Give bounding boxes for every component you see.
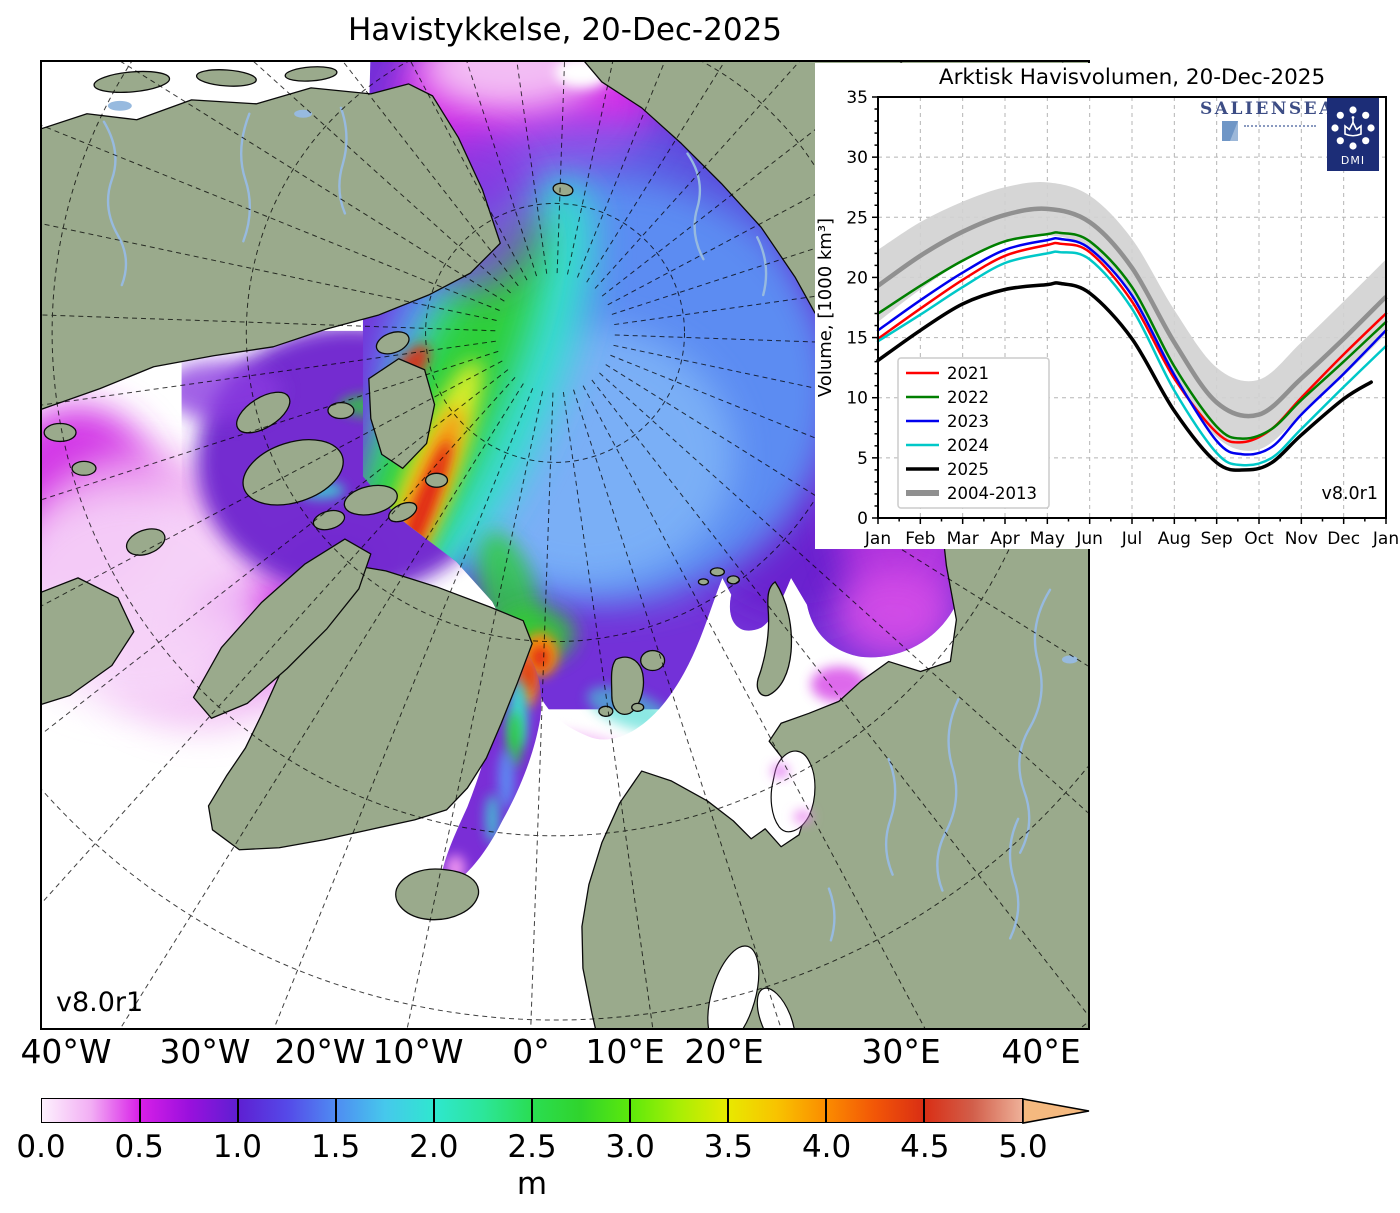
land-baffin-island — [192, 538, 372, 719]
line-2024 — [876, 250, 1388, 467]
colorbar-tick — [825, 1099, 827, 1122]
land-quebec-labrador — [42, 577, 135, 705]
colorbar-tick-label: 5.0 — [998, 1129, 1048, 1165]
x-tick-label: Jul — [1121, 529, 1143, 549]
y-tick-label: 35 — [846, 88, 868, 108]
x-tick-label: Jan — [1372, 529, 1399, 549]
colorbar-tick — [139, 1099, 141, 1122]
colorbar-tick-label: 2.0 — [409, 1129, 459, 1165]
colorbar-tick — [727, 1099, 729, 1122]
line-2004-2013-mean — [876, 206, 1388, 419]
y-tick-label: 25 — [846, 208, 868, 228]
land-southampton-island — [125, 528, 166, 556]
colorbar-tick-label: 4.5 — [900, 1129, 950, 1165]
x-tick-label: Jun — [1075, 529, 1103, 549]
longitude-label: 40°E — [1001, 1032, 1081, 1071]
colorbar-tick-label: 3.0 — [605, 1129, 655, 1165]
x-tick-label: Jan — [864, 529, 891, 549]
longitude-label: 20°E — [684, 1032, 764, 1071]
land-iceland — [395, 868, 480, 921]
longitude-label: 10°W — [372, 1032, 464, 1071]
dmi-crown-icon — [1331, 106, 1375, 150]
colorbar-tick — [237, 1099, 239, 1122]
salienseas-logo: SALIENSEAS — [1200, 99, 1347, 147]
volume-inset-chart: 0 5 10 15 20 25 30 35 Jan Feb Mar Apr May Jun Jul Aug Se… — [815, 63, 1400, 549]
colorbar-tick — [531, 1099, 533, 1122]
colorbar-tick-label: 1.5 — [310, 1129, 361, 1165]
legend-label-2025: 2025 — [947, 460, 989, 479]
line-2023 — [876, 236, 1388, 456]
y-tick-label: 30 — [846, 148, 868, 168]
colorbar-tick-label: 4.0 — [801, 1129, 852, 1165]
colorbar-tick-label: 3.5 — [703, 1129, 754, 1165]
y-axis-label: Volume, [1000 km³] — [815, 218, 836, 397]
colorbar-overflow-arrow — [1022, 1098, 1090, 1124]
longitude-label: 20°W — [274, 1032, 366, 1071]
line-2025 — [876, 281, 1373, 472]
salienseas-tagline-rule — [1244, 125, 1316, 127]
colorbar-tick — [629, 1099, 631, 1122]
x-tick-label: Mar — [947, 529, 979, 549]
figure-title: Havistykkelse, 20-Dec-2025 — [347, 12, 783, 48]
dmi-logo: DMI — [1327, 98, 1379, 171]
colorbar-tick — [433, 1099, 435, 1122]
white-sea — [770, 750, 816, 833]
x-tick-label: Apr — [990, 529, 1019, 549]
longitude-label: 30°E — [861, 1032, 941, 1071]
y-tick-label: 5 — [857, 449, 868, 469]
land-wrangel-island — [552, 182, 574, 197]
x-tick-label: Feb — [905, 529, 935, 549]
longitude-label: 30°W — [159, 1032, 251, 1071]
x-tick-label: May — [1030, 529, 1065, 549]
longitude-label: 0° — [512, 1032, 550, 1071]
land-north-america — [42, 83, 501, 410]
chart-title: Arktisk Havisvolumen, 20-Dec-2025 — [939, 65, 1325, 90]
chart-version-label: v8.0r1 — [1321, 484, 1378, 504]
salienseas-logo-text: SALIENSEAS — [1200, 99, 1350, 119]
colorbar-unit-label: m — [516, 1166, 548, 1202]
y-tick-label: 0 — [857, 509, 868, 529]
legend-label-2004-2013: 2004-2013 — [947, 484, 1037, 503]
colorbar-tick-label: 0.5 — [114, 1129, 164, 1165]
colorbar-tick — [335, 1099, 337, 1122]
x-tick-label: Oct — [1244, 529, 1274, 549]
legend-label-2021: 2021 — [947, 364, 989, 383]
colorbar-tick-label: 2.5 — [507, 1129, 557, 1165]
rivers — [102, 106, 1052, 942]
colorbar-tick — [923, 1099, 925, 1122]
land-novaya-zemlya — [756, 581, 793, 697]
land-greenland — [207, 562, 533, 851]
land-ellesmere-island — [368, 358, 436, 469]
salienseas-sail-icon — [1222, 121, 1238, 141]
line-2022 — [876, 231, 1388, 440]
legend-label-2024: 2024 — [947, 436, 989, 455]
longitude-label: 10°E — [585, 1032, 665, 1071]
map-version-label: v8.0r1 — [56, 987, 144, 1018]
x-tick-label: Nov — [1285, 529, 1318, 549]
x-tick-label: Dec — [1327, 529, 1360, 549]
x-tick-label: Sep — [1201, 529, 1233, 549]
legend-label-2023: 2023 — [947, 412, 989, 431]
land-banks-island — [236, 391, 291, 434]
colorbar-tick-label: 1.0 — [212, 1129, 263, 1165]
y-tick-label: 20 — [846, 268, 868, 288]
longitude-label: 40°W — [20, 1032, 112, 1071]
land-svalbard — [610, 656, 645, 715]
colorbar-tick-label: 0.0 — [16, 1129, 66, 1165]
legend-label-2022: 2022 — [947, 388, 989, 407]
band-2004-2013 — [878, 182, 1386, 451]
x-tick-label: Aug — [1158, 529, 1191, 549]
thickness-colorbar — [41, 1098, 1023, 1123]
lakes — [107, 100, 1078, 664]
chart-legend: 2021 2022 2023 2024 2025 2004-2013 — [897, 357, 1050, 509]
y-tick-label: 15 — [846, 329, 868, 349]
y-tick-label: 10 — [846, 389, 868, 409]
dmi-logo-text: DMI — [1340, 154, 1366, 167]
